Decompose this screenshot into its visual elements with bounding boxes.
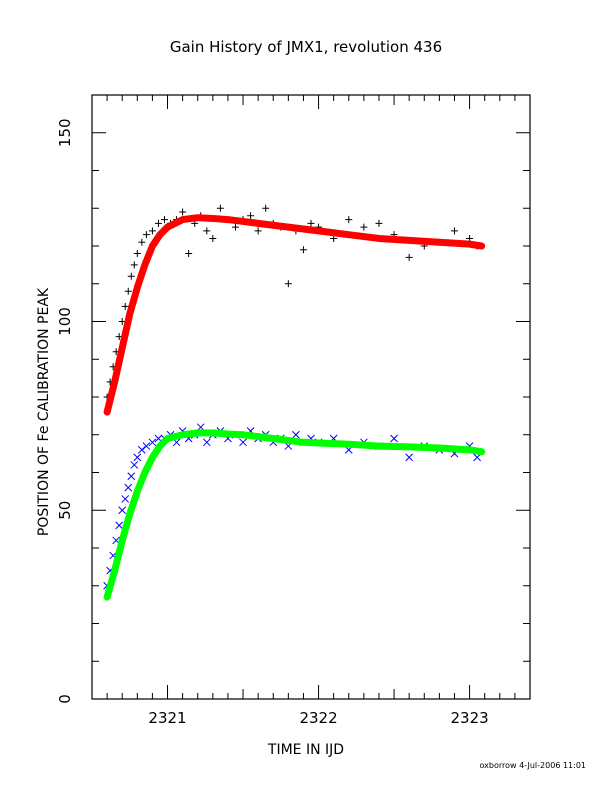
x-axis-label: TIME IN IJD — [267, 742, 344, 758]
x-tick-label: 2321 — [148, 709, 186, 727]
data-point — [115, 521, 124, 530]
x-tick-label: 2322 — [299, 709, 337, 727]
data-point — [473, 453, 481, 462]
data-point — [133, 453, 142, 462]
data-point — [130, 461, 139, 469]
data-point — [231, 223, 239, 231]
data-point — [390, 434, 398, 443]
data-point — [284, 280, 292, 288]
data-point — [130, 261, 138, 269]
data-point — [148, 438, 157, 447]
y-axis-label: POSITION OF Fe CALIBRATION PEAK — [36, 287, 52, 536]
series-3 — [103, 429, 486, 601]
data-point — [307, 219, 315, 227]
data-point — [148, 227, 156, 235]
data-point — [203, 227, 211, 235]
data-point — [124, 483, 133, 492]
axis-ticks — [91, 94, 531, 700]
y-tick-label: 50 — [56, 501, 74, 520]
data-point — [127, 272, 135, 280]
data-point — [292, 430, 300, 439]
data-point — [375, 219, 383, 227]
data-point — [202, 438, 211, 447]
x-tick-label: 2323 — [450, 709, 488, 727]
data-point — [247, 212, 255, 220]
data-point — [137, 445, 146, 454]
data-point — [154, 219, 162, 227]
footer-text: oxborrow 4-Jul-2006 11:01 — [479, 761, 586, 770]
data-point — [118, 506, 127, 515]
data-point — [138, 238, 146, 246]
plot-frame — [91, 94, 531, 700]
data-point — [239, 438, 247, 447]
chart-title: Gain History of JMX1, revolution 436 — [170, 38, 442, 56]
data-point — [121, 495, 130, 503]
data-point — [179, 208, 187, 216]
data-point — [216, 204, 224, 212]
data-point — [142, 231, 150, 239]
y-tick-label: 150 — [56, 118, 74, 147]
data-point — [124, 287, 132, 295]
data-point — [209, 234, 217, 242]
data-point — [450, 227, 458, 235]
data-point — [127, 472, 136, 481]
data-point — [262, 204, 270, 212]
data-point — [185, 250, 193, 258]
data-point — [405, 453, 414, 462]
data-point — [121, 302, 129, 310]
y-tick-label: 0 — [56, 694, 74, 704]
data-point — [142, 442, 151, 450]
series-2 — [103, 214, 486, 416]
y-tick-label: 100 — [56, 307, 74, 336]
data-point — [254, 227, 262, 235]
tick-labels: 0 50 100 150 2321 2322 2323 — [56, 118, 489, 727]
data-point — [405, 253, 413, 261]
data-point — [345, 216, 353, 224]
data-point — [360, 223, 368, 231]
data-point — [299, 246, 307, 254]
fit-line — [103, 429, 486, 601]
fit-line — [103, 214, 486, 416]
data-point — [160, 216, 168, 224]
data-marks — [103, 204, 486, 601]
data-point — [133, 250, 141, 258]
